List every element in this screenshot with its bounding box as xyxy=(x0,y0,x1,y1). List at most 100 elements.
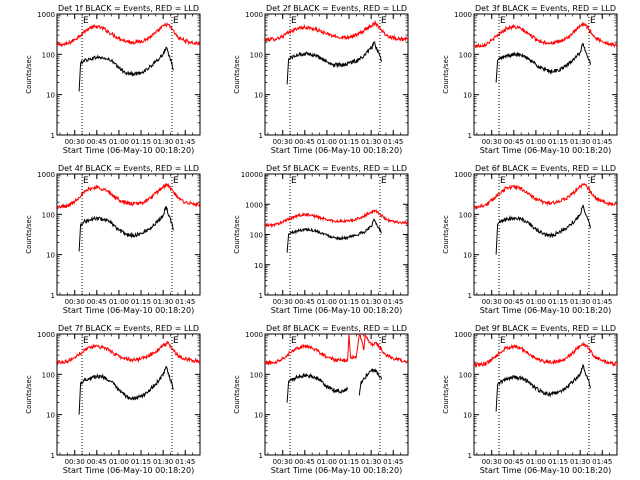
y-tick-label: 10 xyxy=(254,412,263,420)
events-series-line xyxy=(495,204,591,255)
plot-frame xyxy=(56,333,201,456)
panel-title: Det 4f BLACK = Events, RED = LLD xyxy=(58,164,199,173)
events-series-line xyxy=(495,42,591,83)
x-tick-label: 00:45 xyxy=(295,458,315,466)
x-tick-label: 01:15 xyxy=(131,298,151,306)
y-tick-label: 1 xyxy=(51,452,55,460)
y-tick-label: 1 xyxy=(468,452,472,460)
x-tick-label: 00:30 xyxy=(482,298,502,306)
x-tick-label: 00:45 xyxy=(504,458,524,466)
plot-frame xyxy=(56,13,201,136)
y-tick-label: 100 xyxy=(459,51,472,59)
panel-det-7: Det 7f BLACK = Events, RED = LLD 1 10 100 10… xyxy=(25,324,201,475)
x-tick-label: 01:15 xyxy=(339,138,359,146)
eclipse-marker-label: E xyxy=(381,176,387,186)
y-tick-label: 10 xyxy=(463,412,472,420)
x-tick-label: 01:45 xyxy=(383,298,403,306)
y-tick-label: 1 xyxy=(259,292,263,300)
panel-title: Det 3f BLACK = Events, RED = LLD xyxy=(475,4,616,13)
events-series-line xyxy=(495,363,591,412)
eclipse-marker-label: E xyxy=(173,16,179,26)
lld-series-line xyxy=(265,19,408,43)
y-axis-label: Counts/sec xyxy=(442,375,450,414)
events-series-line xyxy=(78,365,174,415)
x-tick-label: 01:15 xyxy=(548,458,568,466)
x-tick-label: 00:30 xyxy=(482,138,502,146)
x-tick-label: 01:45 xyxy=(175,458,195,466)
x-tick-label: 01:00 xyxy=(109,138,129,146)
eclipse-marker-label: E xyxy=(173,176,179,186)
x-axis-label: Start Time (06-May-10 00:18:20) xyxy=(480,146,611,155)
panel-det-6: Det 6f BLACK = Events, RED = LLD 1 10 100 10… xyxy=(442,164,618,315)
x-tick-label: 01:30 xyxy=(361,298,381,306)
y-axis-label: Counts/sec xyxy=(233,375,241,414)
x-axis-label: Start Time (06-May-10 00:18:20) xyxy=(271,466,402,475)
x-tick-label: 01:15 xyxy=(548,138,568,146)
panel-title: Det 6f BLACK = Events, RED = LLD xyxy=(475,164,616,173)
x-tick-label: 01:30 xyxy=(361,138,381,146)
x-tick-label: 01:15 xyxy=(131,458,151,466)
y-axis-label: Counts/sec xyxy=(25,375,33,414)
x-tick-label: 00:30 xyxy=(273,298,293,306)
y-tick-label: 10 xyxy=(46,92,55,100)
eclipse-marker-label: E xyxy=(500,176,506,186)
y-tick-label: 100 xyxy=(250,371,263,379)
x-tick-label: 01:00 xyxy=(526,458,546,466)
lld-series-line xyxy=(57,182,200,209)
events-series-line xyxy=(286,218,382,253)
y-tick-label: 1000 xyxy=(454,171,472,179)
x-tick-label: 01:45 xyxy=(383,458,403,466)
x-axis-label: Start Time (06-May-10 00:18:20) xyxy=(271,306,402,315)
x-axis-label: Start Time (06-May-10 00:18:20) xyxy=(63,306,194,315)
x-tick-label: 00:30 xyxy=(273,458,293,466)
eclipse-marker-label: E xyxy=(500,336,506,346)
lld-series-line xyxy=(474,341,617,369)
plot-frame xyxy=(473,13,618,136)
x-tick-label: 00:45 xyxy=(87,138,107,146)
y-tick-label: 1 xyxy=(51,132,55,140)
x-tick-label: 00:30 xyxy=(65,458,85,466)
x-tick-label: 01:30 xyxy=(570,138,590,146)
x-tick-label: 00:30 xyxy=(65,298,85,306)
y-tick-label: 1 xyxy=(51,292,55,300)
x-tick-label: 00:45 xyxy=(87,298,107,306)
panel-title: Det 5f BLACK = Events, RED = LLD xyxy=(266,164,407,173)
y-tick-label: 100 xyxy=(42,371,55,379)
events-series-line xyxy=(358,368,382,396)
x-tick-label: 01:15 xyxy=(548,298,568,306)
lld-series-line xyxy=(265,209,408,229)
x-tick-label: 01:00 xyxy=(109,298,129,306)
y-tick-label: 10 xyxy=(463,92,472,100)
y-axis-label: Counts/sec xyxy=(233,215,241,254)
panel-title: Det 2f BLACK = Events, RED = LLD xyxy=(266,4,407,13)
y-axis-label: Counts/sec xyxy=(233,55,241,94)
eclipse-marker-label: E xyxy=(83,176,89,186)
y-tick-label: 1000 xyxy=(245,201,263,209)
y-tick-label: 100 xyxy=(250,232,263,240)
y-tick-label: 10 xyxy=(46,252,55,260)
y-tick-label: 10 xyxy=(254,92,263,100)
panel-det-3: Det 3f BLACK = Events, RED = LLD 1 10 100 10… xyxy=(442,4,618,155)
plot-frame xyxy=(264,333,409,456)
y-tick-label: 10 xyxy=(46,412,55,420)
y-tick-label: 1000 xyxy=(37,331,55,339)
x-tick-label: 01:15 xyxy=(339,298,359,306)
events-series-line xyxy=(286,372,349,403)
eclipse-marker-label: E xyxy=(500,16,506,26)
x-axis-label: Start Time (06-May-10 00:18:20) xyxy=(63,146,194,155)
x-tick-label: 01:00 xyxy=(317,138,337,146)
panel-det-5: Det 5f BLACK = Events, RED = LLD 1 10 100 10… xyxy=(233,164,409,315)
x-axis-label: Start Time (06-May-10 00:18:20) xyxy=(480,306,611,315)
y-tick-label: 100 xyxy=(459,371,472,379)
y-axis-label: Counts/sec xyxy=(25,55,33,94)
y-axis-label: Counts/sec xyxy=(442,55,450,94)
x-tick-label: 00:30 xyxy=(65,138,85,146)
x-axis-label: Start Time (06-May-10 00:18:20) xyxy=(63,466,194,475)
panel-det-9: Det 9f BLACK = Events, RED = LLD 1 10 100 10… xyxy=(442,324,618,475)
plot-frame xyxy=(473,173,618,296)
x-tick-label: 01:00 xyxy=(317,298,337,306)
lld-series-line xyxy=(265,334,408,366)
y-tick-label: 100 xyxy=(459,211,472,219)
